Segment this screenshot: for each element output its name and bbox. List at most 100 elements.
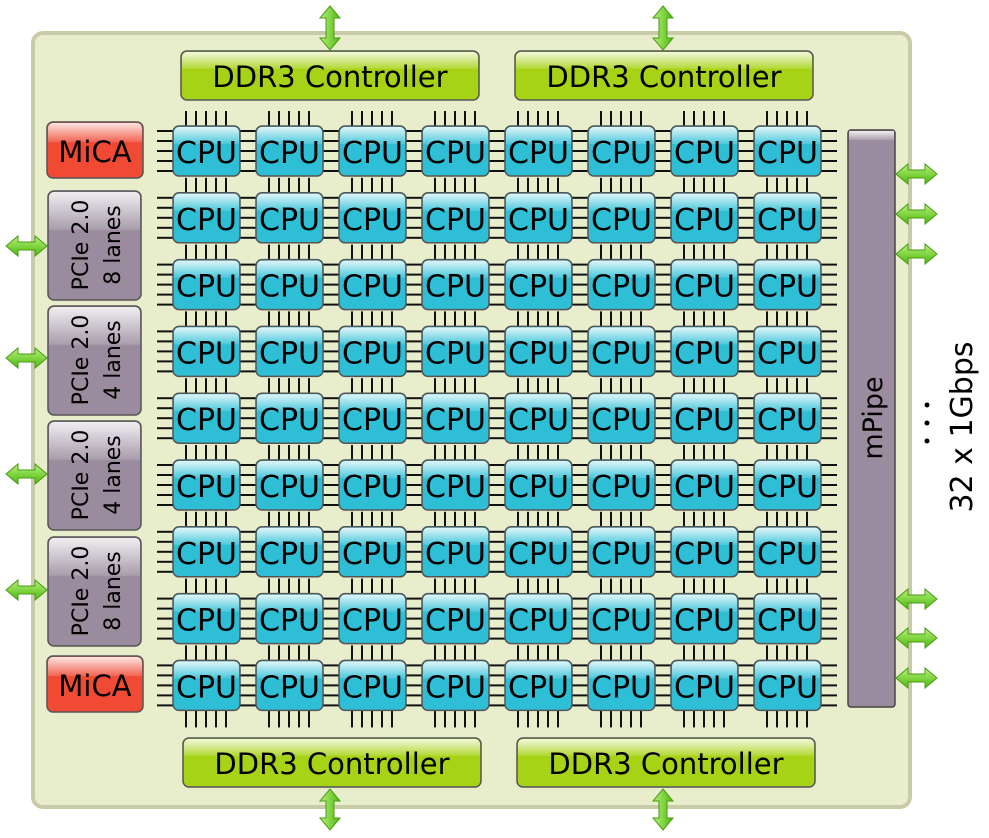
cpu-label: CPU bbox=[591, 336, 652, 371]
cpu-core: CPU bbox=[753, 459, 822, 511]
cpu-label: CPU bbox=[176, 136, 237, 171]
cpu-core: CPU bbox=[172, 325, 241, 378]
double-arrow-icon bbox=[895, 242, 938, 266]
io-arrows bbox=[5, 5, 938, 831]
cpu-core: CPU bbox=[670, 659, 739, 712]
cpu-core: CPU bbox=[753, 325, 822, 378]
cpu-label: CPU bbox=[591, 670, 652, 705]
pcie-label-line2: 8 lanes bbox=[101, 205, 126, 285]
pcie-block: PCIe 2.0 8 lanes bbox=[47, 536, 142, 647]
cpu-label: CPU bbox=[342, 470, 403, 505]
cpu-label: CPU bbox=[591, 537, 652, 572]
cpu-label: CPU bbox=[425, 136, 486, 171]
cpu-core: CPU bbox=[753, 659, 822, 712]
cpu-label: CPU bbox=[342, 136, 403, 171]
cpu-core: CPU bbox=[504, 459, 573, 511]
double-arrow-icon bbox=[5, 462, 48, 486]
mpipe-label: mPipe bbox=[858, 376, 889, 459]
cpu-core: CPU bbox=[255, 125, 324, 177]
cpu-core: CPU bbox=[587, 592, 656, 645]
cpu-label: CPU bbox=[757, 403, 818, 438]
cpu-label: CPU bbox=[425, 336, 486, 371]
cpu-core: CPU bbox=[255, 258, 324, 311]
cpu-core: CPU bbox=[421, 258, 490, 311]
cpu-core: CPU bbox=[587, 192, 656, 244]
cpu-core: CPU bbox=[421, 125, 490, 177]
cpu-label: CPU bbox=[508, 403, 569, 438]
cpu-label: CPU bbox=[757, 670, 818, 705]
cpu-label: CPU bbox=[674, 203, 735, 238]
cpu-core: CPU bbox=[504, 125, 573, 177]
cpu-core: CPU bbox=[421, 192, 490, 244]
cpu-core: CPU bbox=[255, 325, 324, 378]
cpu-core: CPU bbox=[255, 659, 324, 712]
cpu-label: CPU bbox=[176, 670, 237, 705]
cpu-core: CPU bbox=[587, 659, 656, 712]
cpu-label: CPU bbox=[259, 403, 320, 438]
cpu-label: CPU bbox=[757, 470, 818, 505]
cpu-core: CPU bbox=[504, 258, 573, 311]
cpu-label: CPU bbox=[591, 136, 652, 171]
cpu-core: CPU bbox=[338, 258, 407, 311]
cpu-label: CPU bbox=[674, 604, 735, 639]
cpu-label: CPU bbox=[757, 136, 818, 171]
cpu-core: CPU bbox=[255, 392, 324, 444]
cpu-core: CPU bbox=[753, 258, 822, 311]
cpu-core: CPU bbox=[421, 526, 490, 578]
pcie-block: PCIe 2.0 8 lanes bbox=[47, 190, 142, 301]
cpu-core: CPU bbox=[670, 459, 739, 511]
cpu-label: CPU bbox=[508, 336, 569, 371]
double-arrow-icon bbox=[5, 578, 48, 602]
cpu-label: CPU bbox=[508, 270, 569, 305]
cpu-core: CPU bbox=[338, 192, 407, 244]
ddr3-controller: DDR3 Controller bbox=[516, 737, 816, 788]
cpu-core: CPU bbox=[172, 125, 241, 177]
pcie-label-line1: PCIe 2.0 bbox=[69, 430, 94, 521]
cpu-core: CPU bbox=[587, 459, 656, 511]
double-arrow-icon bbox=[5, 234, 48, 258]
cpu-core: CPU bbox=[338, 526, 407, 578]
cpu-core: CPU bbox=[670, 325, 739, 378]
cpu-label: CPU bbox=[342, 270, 403, 305]
double-arrow-icon bbox=[895, 162, 938, 186]
cpu-core: CPU bbox=[753, 392, 822, 444]
double-arrow-icon bbox=[318, 788, 342, 831]
double-arrow-icon bbox=[895, 666, 938, 690]
cpu-label: CPU bbox=[591, 470, 652, 505]
pcie-label-line2: 4 lanes bbox=[101, 320, 126, 400]
cpu-core: CPU bbox=[172, 392, 241, 444]
cpu-core: CPU bbox=[753, 592, 822, 645]
cpu-core: CPU bbox=[421, 592, 490, 645]
cpu-label: CPU bbox=[425, 537, 486, 572]
cpu-core: CPU bbox=[172, 526, 241, 578]
pcie-label-line1: PCIe 2.0 bbox=[69, 315, 94, 406]
double-arrow-icon bbox=[651, 5, 675, 51]
double-arrow-icon bbox=[651, 788, 675, 831]
cpu-grid: CPU CPU CPU CPU CPU CPU CPU CPU CPU CPU CPU CPU CPU C… bbox=[172, 125, 822, 712]
pcie-block: PCIe 2.0 4 lanes bbox=[47, 305, 142, 416]
cpu-core: CPU bbox=[255, 459, 324, 511]
cpu-core: CPU bbox=[255, 526, 324, 578]
cpu-core: CPU bbox=[670, 258, 739, 311]
cpu-core: CPU bbox=[504, 192, 573, 244]
cpu-label: CPU bbox=[342, 604, 403, 639]
cpu-label: CPU bbox=[425, 403, 486, 438]
cpu-core: CPU bbox=[587, 526, 656, 578]
mica-label: MiCA bbox=[58, 669, 131, 703]
cpu-core: CPU bbox=[753, 192, 822, 244]
ddr3-controllers: DDR3 Controller DDR3 Controller DDR3 Contr… bbox=[180, 50, 816, 788]
double-arrow-icon bbox=[895, 202, 938, 226]
cpu-label: CPU bbox=[176, 270, 237, 305]
ddr3-controller-label: DDR3 Controller bbox=[212, 60, 447, 94]
cpu-core: CPU bbox=[504, 659, 573, 712]
cpu-core: CPU bbox=[504, 325, 573, 378]
cpu-core: CPU bbox=[587, 325, 656, 378]
ports-label: 32 x 1Gbps bbox=[945, 341, 980, 512]
double-arrow-icon bbox=[895, 587, 938, 611]
cpu-core: CPU bbox=[338, 325, 407, 378]
cpu-label: CPU bbox=[674, 403, 735, 438]
cpu-label: CPU bbox=[259, 470, 320, 505]
cpu-label: CPU bbox=[674, 670, 735, 705]
ddr3-controller-label: DDR3 Controller bbox=[548, 747, 783, 781]
cpu-label: CPU bbox=[176, 336, 237, 371]
